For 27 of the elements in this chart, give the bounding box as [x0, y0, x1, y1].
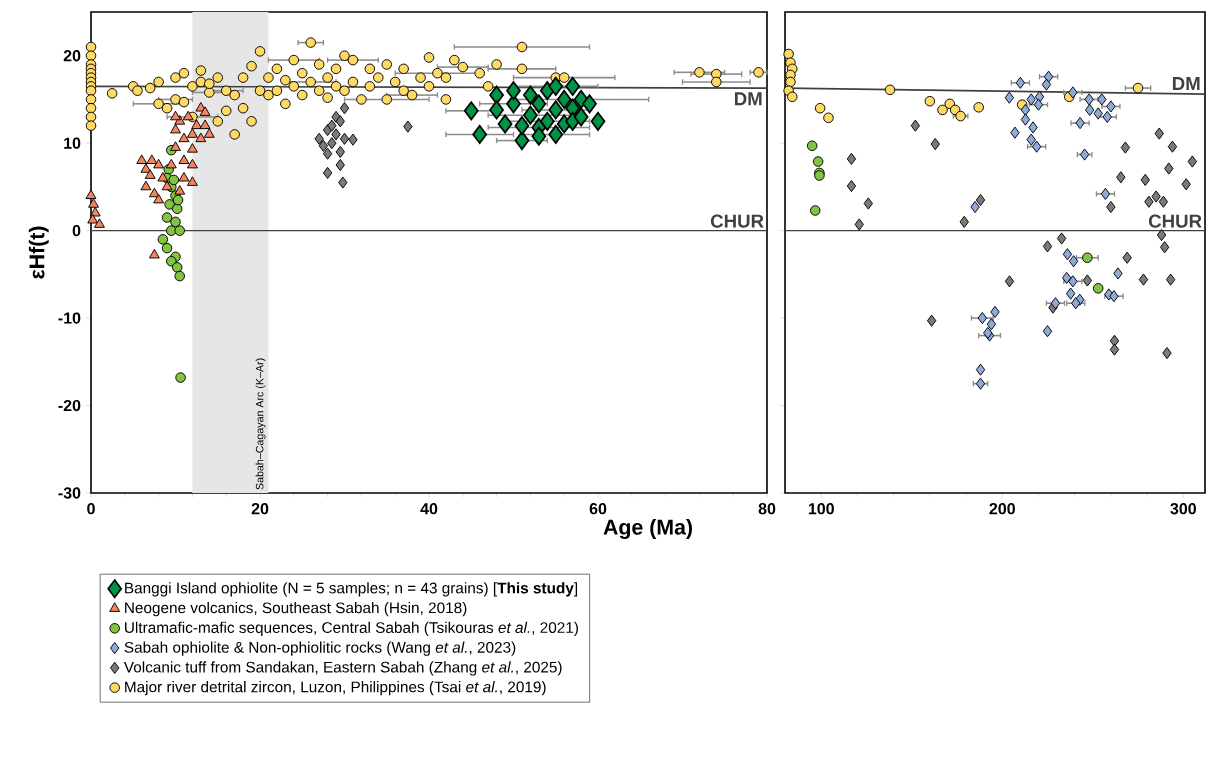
band-label: Sabah–Cagayan Arc (K–Ar)	[255, 358, 266, 490]
y-tick-label: 20	[63, 50, 81, 62]
y-tick-label: 10	[64, 137, 81, 149]
series-label: DM	[1172, 77, 1200, 90]
x-tick-label: 100	[808, 503, 834, 515]
x-tick-label: 40	[420, 503, 438, 515]
series-label: DM	[734, 92, 762, 106]
x-tick-label: 60	[589, 503, 607, 515]
y-axis-title: εHf(t)	[28, 226, 49, 279]
legend-label: Volcanic tuff from Sandakan, Eastern Sabah (Zhang et al., 2025)	[123, 661, 562, 676]
ref-line-label: CHUR	[1148, 214, 1202, 228]
x-axis-title: Age (Ma)	[603, 519, 692, 540]
legend-label: Neogene volcanics, Southeast Sabah (Hsin, 2018)	[125, 601, 467, 617]
legend-label: Banggi Island ophiolite (N = 5 samples; n = 43 grains) [This study]	[125, 582, 578, 597]
ref-line-label: CHUR	[710, 214, 764, 228]
x-tick-label: 20	[251, 503, 269, 515]
y-tick-label: -20	[58, 399, 81, 412]
legend-label: Major river detrital zircon, Luzon, Philippines (Tsai et al., 2019)	[125, 681, 546, 696]
x-tick-label: 300	[1170, 503, 1196, 515]
y-tick-label: 0	[72, 224, 81, 237]
y-tick-label: -10	[58, 312, 81, 324]
x-tick-label: 200	[989, 503, 1015, 515]
y-tick-label: -30	[58, 487, 81, 499]
x-tick-label: 80	[758, 503, 776, 515]
x-tick-label: 0	[87, 503, 95, 515]
legend-label: Sabah ophiolite & Non-ophiolitic rocks (Wang et al., 2023)	[124, 641, 516, 656]
legend-label: Ultramafic-mafic sequences, Central Sabah (Tsikouras et al., 2021)	[125, 621, 578, 637]
